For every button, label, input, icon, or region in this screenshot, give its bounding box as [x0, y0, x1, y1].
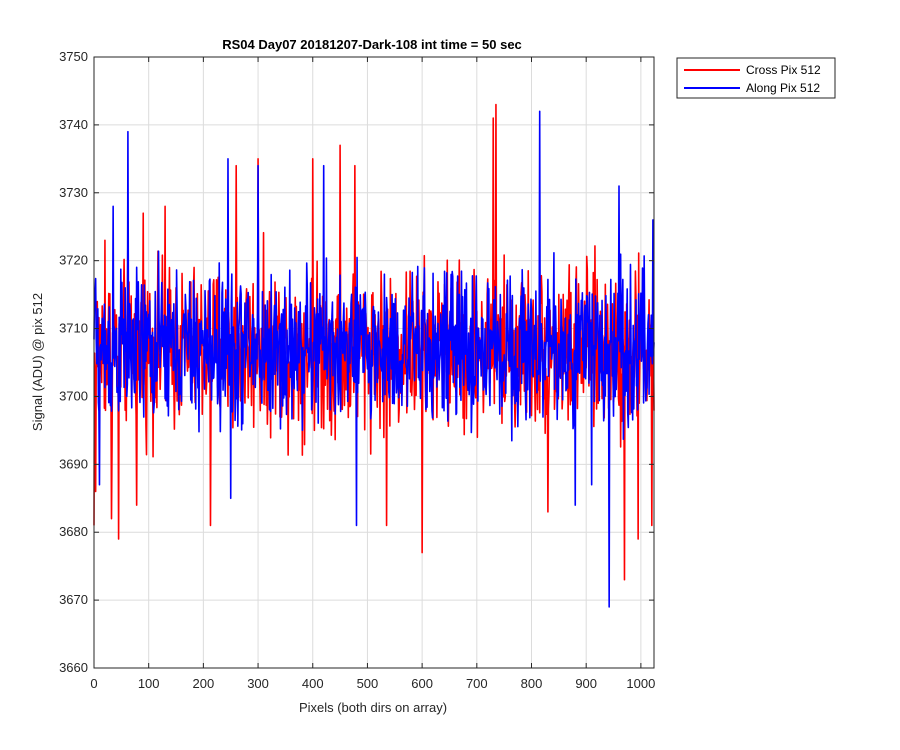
y-tick-label: 3670: [59, 592, 88, 607]
x-tick-label: 200: [193, 676, 215, 691]
y-tick-label: 3750: [59, 49, 88, 64]
y-tick-label: 3660: [59, 660, 88, 675]
y-axis-label: Signal (ADU) @ pix 512: [30, 293, 45, 431]
x-tick-label: 1000: [626, 676, 655, 691]
x-tick-label: 100: [138, 676, 160, 691]
legend[interactable]: Cross Pix 512 Along Pix 512: [676, 57, 836, 99]
axes-box: [93, 56, 655, 669]
x-tick-label: 600: [411, 676, 433, 691]
legend-label-along: Along Pix 512: [746, 81, 820, 95]
x-tick-label: 900: [575, 676, 597, 691]
x-axis-label: Pixels (both dirs on array): [299, 700, 447, 715]
x-tick-label: 400: [302, 676, 324, 691]
x-tick-label: 300: [247, 676, 269, 691]
plot-lines: [93, 103, 655, 608]
x-tick-label: 700: [466, 676, 488, 691]
ticks: 0 100 200 300 400 500 600 700 800 900 1000 3660 3670…: [59, 49, 655, 691]
chart-title: RS04 Day07 20181207-Dark-108 int time = …: [222, 37, 522, 52]
x-tick-label: 800: [521, 676, 543, 691]
y-tick-label: 3730: [59, 185, 88, 200]
x-tick-label: 500: [357, 676, 379, 691]
x-tick-label: 0: [90, 676, 97, 691]
y-tick-label: 3690: [59, 456, 88, 471]
y-tick-label: 3740: [59, 117, 88, 132]
y-tick-label: 3710: [59, 321, 88, 336]
series-line-along: [93, 110, 655, 608]
y-tick-label: 3680: [59, 524, 88, 539]
y-tick-label: 3700: [59, 388, 88, 403]
y-tick-label: 3720: [59, 253, 88, 268]
legend-label-cross: Cross Pix 512: [746, 63, 821, 77]
